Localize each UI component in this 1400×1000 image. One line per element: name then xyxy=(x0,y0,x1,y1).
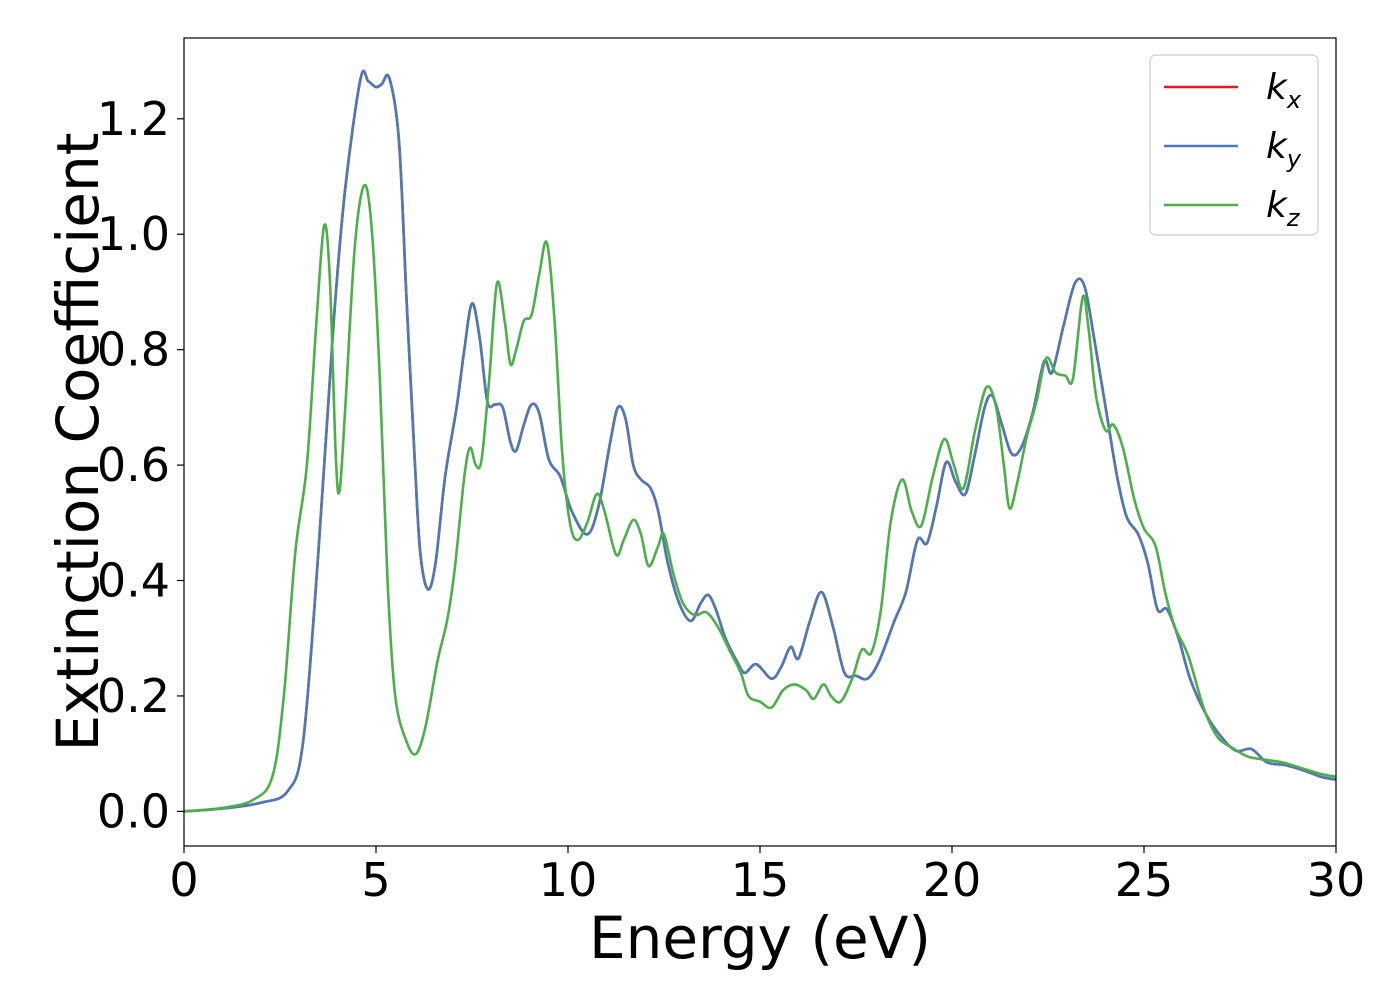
legend-label-kz: kz xyxy=(1266,185,1301,232)
legend-label-sub: y xyxy=(1286,145,1302,173)
y-tick-label: 1.0 xyxy=(97,207,170,261)
series-line-ky xyxy=(184,69,1336,813)
y-tick-label: 1.2 xyxy=(97,92,170,146)
axis-ticks: 0 5 10 15 20 25 30 0.0 0.2 0.4 0.6 0.8 1.0 1.2 xyxy=(97,92,1365,907)
legend-label-main: k xyxy=(1266,126,1289,167)
x-tick-label: 10 xyxy=(539,853,598,907)
series-line-kz xyxy=(184,183,1336,813)
y-tick-label: 0.8 xyxy=(97,323,170,377)
x-tick-label: 25 xyxy=(1115,853,1174,907)
legend-label-main: k xyxy=(1266,185,1289,226)
x-tick-label: 20 xyxy=(923,853,982,907)
legend-label-kx: kx xyxy=(1266,67,1302,114)
x-tick-label: 5 xyxy=(361,853,390,907)
plot-area xyxy=(184,69,1336,813)
legend-label-main: k xyxy=(1266,67,1289,108)
x-tick-label: 30 xyxy=(1307,853,1366,907)
y-tick-label: 0.0 xyxy=(97,784,170,838)
legend-label-ky: ky xyxy=(1266,126,1302,173)
plot-frame xyxy=(183,37,1337,847)
x-axis-label: Energy (eV) xyxy=(589,904,931,972)
legend-label-sub: x xyxy=(1286,86,1302,114)
y-tick-label: 0.4 xyxy=(97,554,170,608)
y-axis-label: Extinction Coefficient xyxy=(44,133,112,752)
x-tick-label: 15 xyxy=(731,853,790,907)
y-tick-label: 0.2 xyxy=(97,669,170,723)
x-tick-label: 0 xyxy=(169,853,198,907)
y-tick-label: 0.6 xyxy=(97,438,170,492)
legend-label-sub: z xyxy=(1286,204,1301,232)
